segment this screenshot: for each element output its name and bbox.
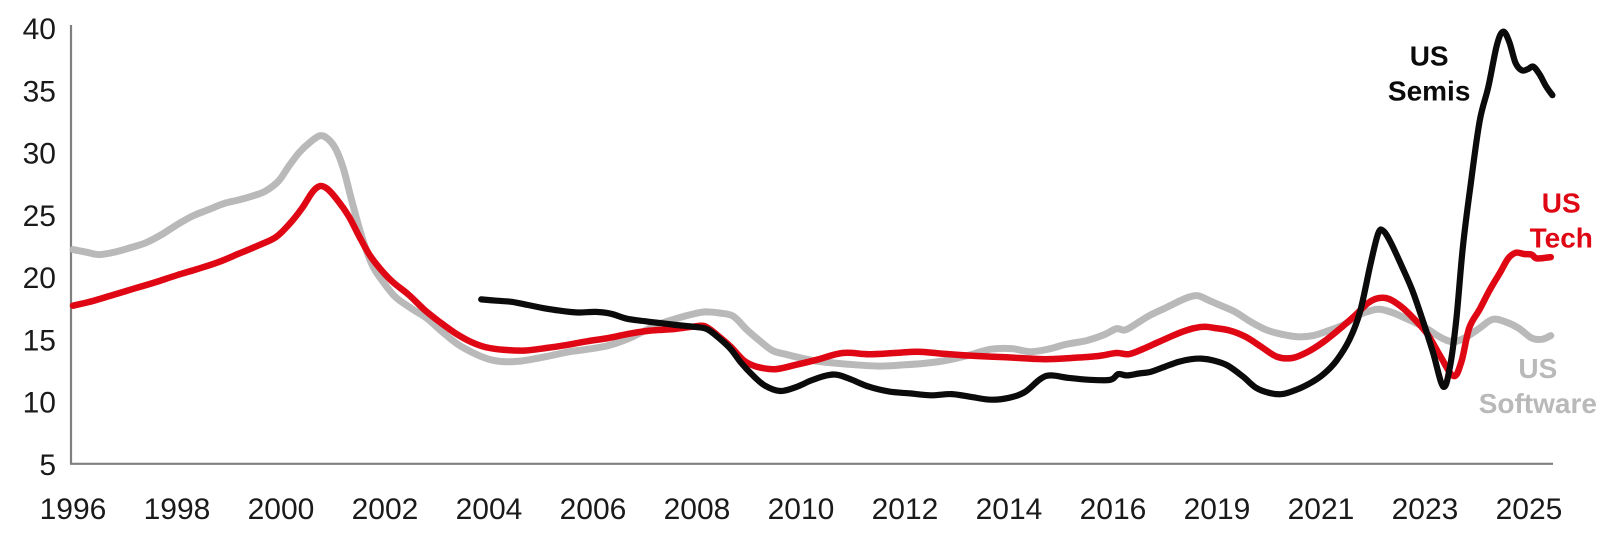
y-tick-label-20: 20 bbox=[23, 262, 56, 295]
x-tick-label-2021: 2021 bbox=[1288, 493, 1355, 526]
y-tick-label-10: 10 bbox=[23, 387, 56, 420]
series-label-line: US bbox=[1518, 353, 1557, 384]
x-tick-label-2000: 2000 bbox=[248, 493, 315, 526]
x-tick-label-2023: 2023 bbox=[1392, 493, 1459, 526]
series-label-line: Tech bbox=[1530, 222, 1593, 253]
series-label-line: Software bbox=[1479, 388, 1597, 419]
series-line-us-tech bbox=[69, 182, 1555, 380]
x-tick-label-2019: 2019 bbox=[1184, 493, 1251, 526]
series-label-line: US bbox=[1542, 187, 1581, 218]
y-tick-label-30: 30 bbox=[23, 138, 56, 171]
series-lines bbox=[69, 28, 1556, 403]
x-tick-label-2012: 2012 bbox=[872, 493, 939, 526]
y-tick-label-25: 25 bbox=[23, 200, 56, 233]
x-tick-label-2004: 2004 bbox=[456, 493, 523, 526]
y-tick-label-15: 15 bbox=[23, 324, 56, 357]
x-tick-label-2002: 2002 bbox=[352, 493, 419, 526]
series-label-us-tech: US Tech bbox=[1530, 187, 1593, 253]
x-tick-label-2016: 2016 bbox=[1080, 493, 1147, 526]
y-tick-label-35: 35 bbox=[23, 75, 56, 108]
series-line-us-semis bbox=[478, 28, 1556, 403]
series-label-us-software: US Software bbox=[1479, 353, 1597, 419]
x-tick-label-2010: 2010 bbox=[768, 493, 835, 526]
series-label-line: Semis bbox=[1388, 75, 1471, 106]
y-tick-label-5: 5 bbox=[39, 449, 56, 482]
series-line-us-software bbox=[69, 132, 1555, 370]
x-tick-label-2025: 2025 bbox=[1496, 493, 1563, 526]
y-axis-tick-labels: 40 35 30 25 20 15 10 5 bbox=[23, 13, 56, 482]
series-label-line: US bbox=[1410, 40, 1449, 71]
series-label-us-semis: US Semis bbox=[1388, 40, 1471, 106]
x-tick-label-2008: 2008 bbox=[664, 493, 731, 526]
x-tick-label-2006: 2006 bbox=[560, 493, 627, 526]
x-tick-label-1998: 1998 bbox=[144, 493, 211, 526]
x-axis-tick-labels: 1996 1998 2000 2002 2004 2006 2008 2010 2012 2014… bbox=[40, 493, 1563, 526]
axes bbox=[69, 25, 1553, 465]
series-labels: US Semis US Tech US Software bbox=[1388, 40, 1597, 419]
x-tick-label-1996: 1996 bbox=[40, 493, 107, 526]
y-tick-label-40: 40 bbox=[23, 13, 56, 46]
x-tick-label-2014: 2014 bbox=[976, 493, 1043, 526]
